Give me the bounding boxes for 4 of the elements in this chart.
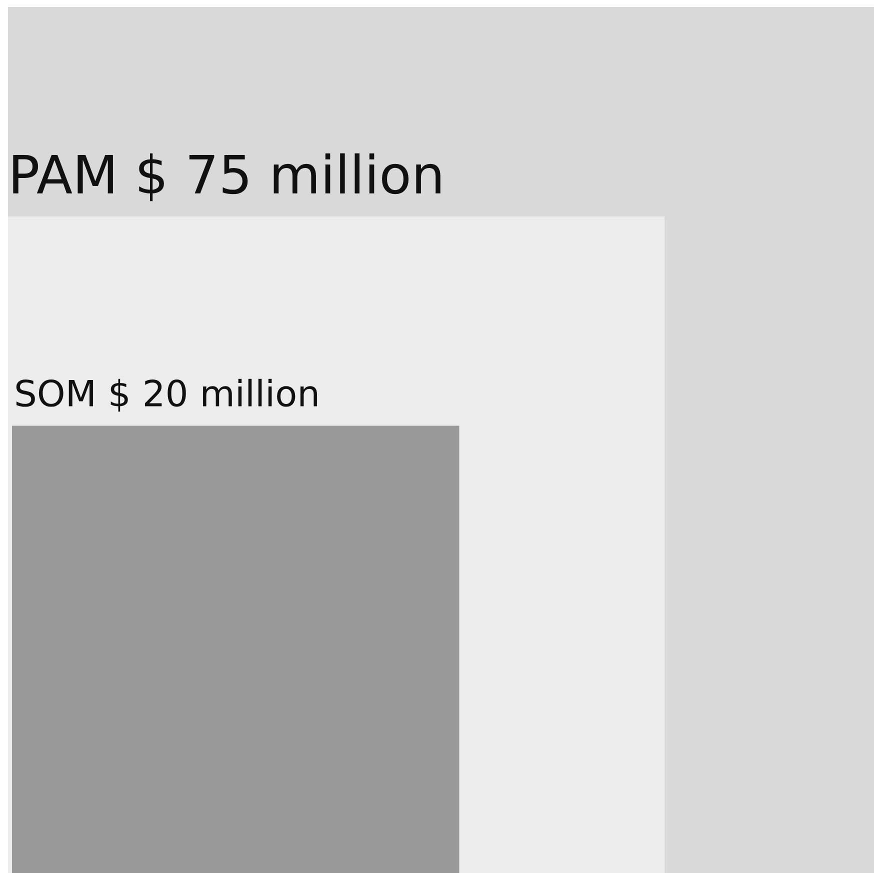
category-label: PAM bbox=[13, 154, 113, 194]
category-label: SOM bbox=[16, 379, 93, 407]
data-label: $ 75 million bbox=[139, 153, 440, 202]
data-label: $ 20 million bbox=[110, 378, 317, 412]
